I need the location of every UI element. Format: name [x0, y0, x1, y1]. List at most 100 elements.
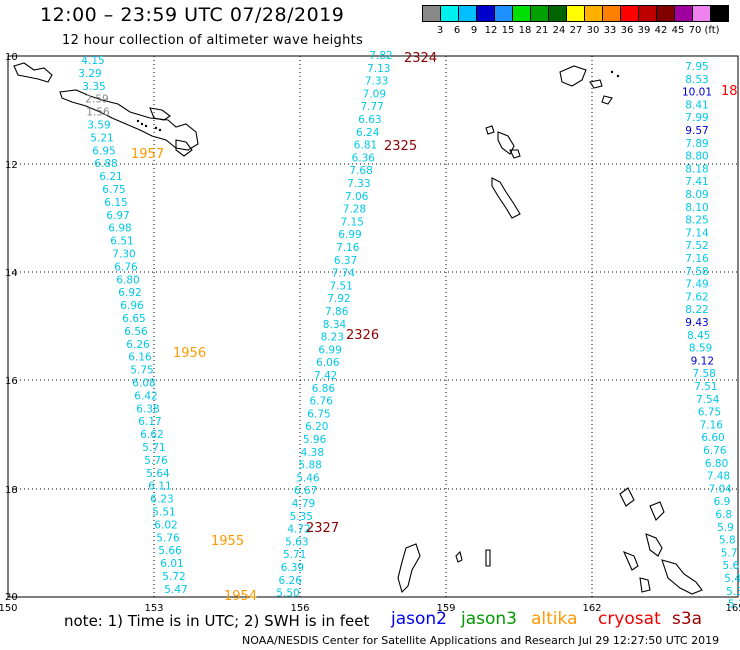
map-title: 12:00 – 23:59 UTC 07/28/2019 — [40, 4, 345, 26]
swh-value: 7.54 — [696, 394, 720, 406]
coastline — [645, 533, 663, 557]
swh-value: 7.41 — [685, 176, 708, 188]
swh-value: 8.80 — [685, 151, 708, 163]
swh-value: 6.20 — [305, 421, 328, 433]
swh-value: 7.28 — [343, 204, 366, 216]
swh-value: 7.04 — [708, 483, 732, 495]
swh-value: 7.51 — [694, 381, 717, 393]
swh-value: 3.29 — [78, 68, 101, 80]
coastline — [485, 125, 495, 135]
swh-value: 6.75 — [102, 184, 125, 196]
pass-number-label: 18 — [721, 84, 738, 99]
swh-value: 6.51 — [110, 236, 133, 248]
swh-value: 6.76 — [310, 396, 334, 408]
swh-value: 5.6 — [723, 560, 740, 572]
swh-value: 7.48 — [707, 471, 730, 483]
swh-value: 8.25 — [685, 215, 708, 227]
longitude-label: 159 — [436, 603, 455, 614]
color-scale-ticks: 3 6 9 12 15 18 21 24 27 30 33 36 39 42 45 70 (ft) — [422, 25, 728, 39]
coastline — [485, 549, 491, 567]
swh-value: 7.99 — [685, 112, 708, 124]
pass-number-label: 1955 — [211, 534, 244, 549]
swh-value: 8.22 — [685, 304, 708, 316]
swh-value: 7.51 — [329, 280, 352, 292]
swh-value: 5.71 — [283, 549, 306, 561]
pass-number-label: 2325 — [384, 139, 417, 154]
color-scale-tick: 24 — [552, 25, 566, 36]
swh-value: 5.8 — [719, 535, 736, 547]
swh-value: 7.33 — [347, 178, 370, 190]
swh-value: 8.23 — [321, 332, 344, 344]
swh-value: 7.06 — [345, 191, 369, 203]
swh-value: 5.71 — [142, 442, 165, 454]
swh-value: 6.96 — [120, 300, 144, 312]
swh-value: 8.45 — [687, 330, 710, 342]
island-dot — [610, 70, 614, 74]
color-scale-tick: 70 — [688, 25, 702, 36]
swh-value: 7.16 — [336, 242, 360, 254]
swh-value: 5.1 — [728, 599, 740, 611]
swh-value: 5.64 — [146, 468, 170, 480]
swh-value: 6.99 — [318, 344, 341, 356]
swh-value: 6.16 — [128, 352, 152, 364]
color-scale: 3 6 9 12 15 18 21 24 27 30 33 36 39 42 45 70 (ft) — [422, 5, 729, 39]
map-frame — [7, 55, 739, 598]
swh-value: 6.95 — [92, 145, 115, 157]
island-dot — [158, 128, 162, 132]
latitude-label: 18 — [5, 485, 18, 496]
swh-value: 7.86 — [325, 306, 349, 318]
swh-value: 6.88 — [94, 158, 117, 170]
swh-value: 6.56 — [124, 326, 148, 338]
swh-value: 8.34 — [323, 319, 347, 331]
legend-cryosat: cryosat — [598, 609, 661, 629]
swh-value: 5.76 — [156, 532, 180, 544]
coastline — [589, 79, 603, 89]
swh-value: 8.41 — [685, 99, 708, 111]
swh-value: 6.24 — [356, 127, 380, 139]
legend-altika: altika — [531, 609, 578, 629]
pass-number-label: 2326 — [346, 328, 379, 343]
swh-value: 6.67 — [294, 485, 317, 497]
swh-value: 7.33 — [365, 76, 388, 88]
swh-value: 6.76 — [703, 445, 727, 457]
swh-value: 7.58 — [692, 368, 715, 380]
swh-value: 7.16 — [700, 419, 724, 431]
swh-value: 6.26 — [126, 339, 150, 351]
swh-value: 6.80 — [116, 274, 139, 286]
swh-value: 5.66 — [158, 545, 182, 557]
color-scale-tick: 21 — [535, 25, 549, 36]
legend-jason3: jason3 — [461, 609, 517, 629]
swh-value: 7.89 — [685, 138, 708, 150]
swh-value: 7.09 — [363, 88, 386, 100]
swh-value: 6.8 — [715, 509, 732, 521]
swh-value: 6.15 — [104, 197, 127, 209]
swh-value: 6.38 — [136, 403, 159, 415]
coastline — [509, 149, 521, 159]
swh-value: 6.02 — [154, 519, 177, 531]
swh-value: 4.38 — [301, 447, 324, 459]
swh-value: 6.21 — [99, 171, 122, 183]
color-scale-tick: (ft) — [704, 25, 720, 36]
legend-jason2: jason2 — [391, 609, 447, 629]
color-scale-tick: 18 — [518, 25, 532, 36]
swh-value: 4.15 — [81, 55, 104, 67]
swh-value: 7.77 — [360, 101, 383, 113]
coastline — [13, 62, 53, 83]
coastline — [175, 139, 193, 157]
swh-value: 9.12 — [691, 355, 714, 367]
latitude-label: 20 — [5, 592, 18, 603]
swh-value: 7.74 — [332, 268, 356, 280]
swh-value: 8.09 — [685, 189, 708, 201]
island-dot — [136, 119, 140, 123]
swh-value: 9.43 — [685, 317, 708, 329]
swh-value: 6.08 — [132, 378, 155, 390]
color-scale-tick: 3 — [436, 25, 444, 36]
coastline — [661, 559, 703, 595]
coastline — [59, 89, 199, 151]
coastline — [559, 65, 587, 87]
swh-value: 6.23 — [150, 494, 173, 506]
swh-value: 4.79 — [292, 498, 315, 510]
swh-value: 6.92 — [118, 287, 141, 299]
color-scale-tick: 45 — [671, 25, 685, 36]
